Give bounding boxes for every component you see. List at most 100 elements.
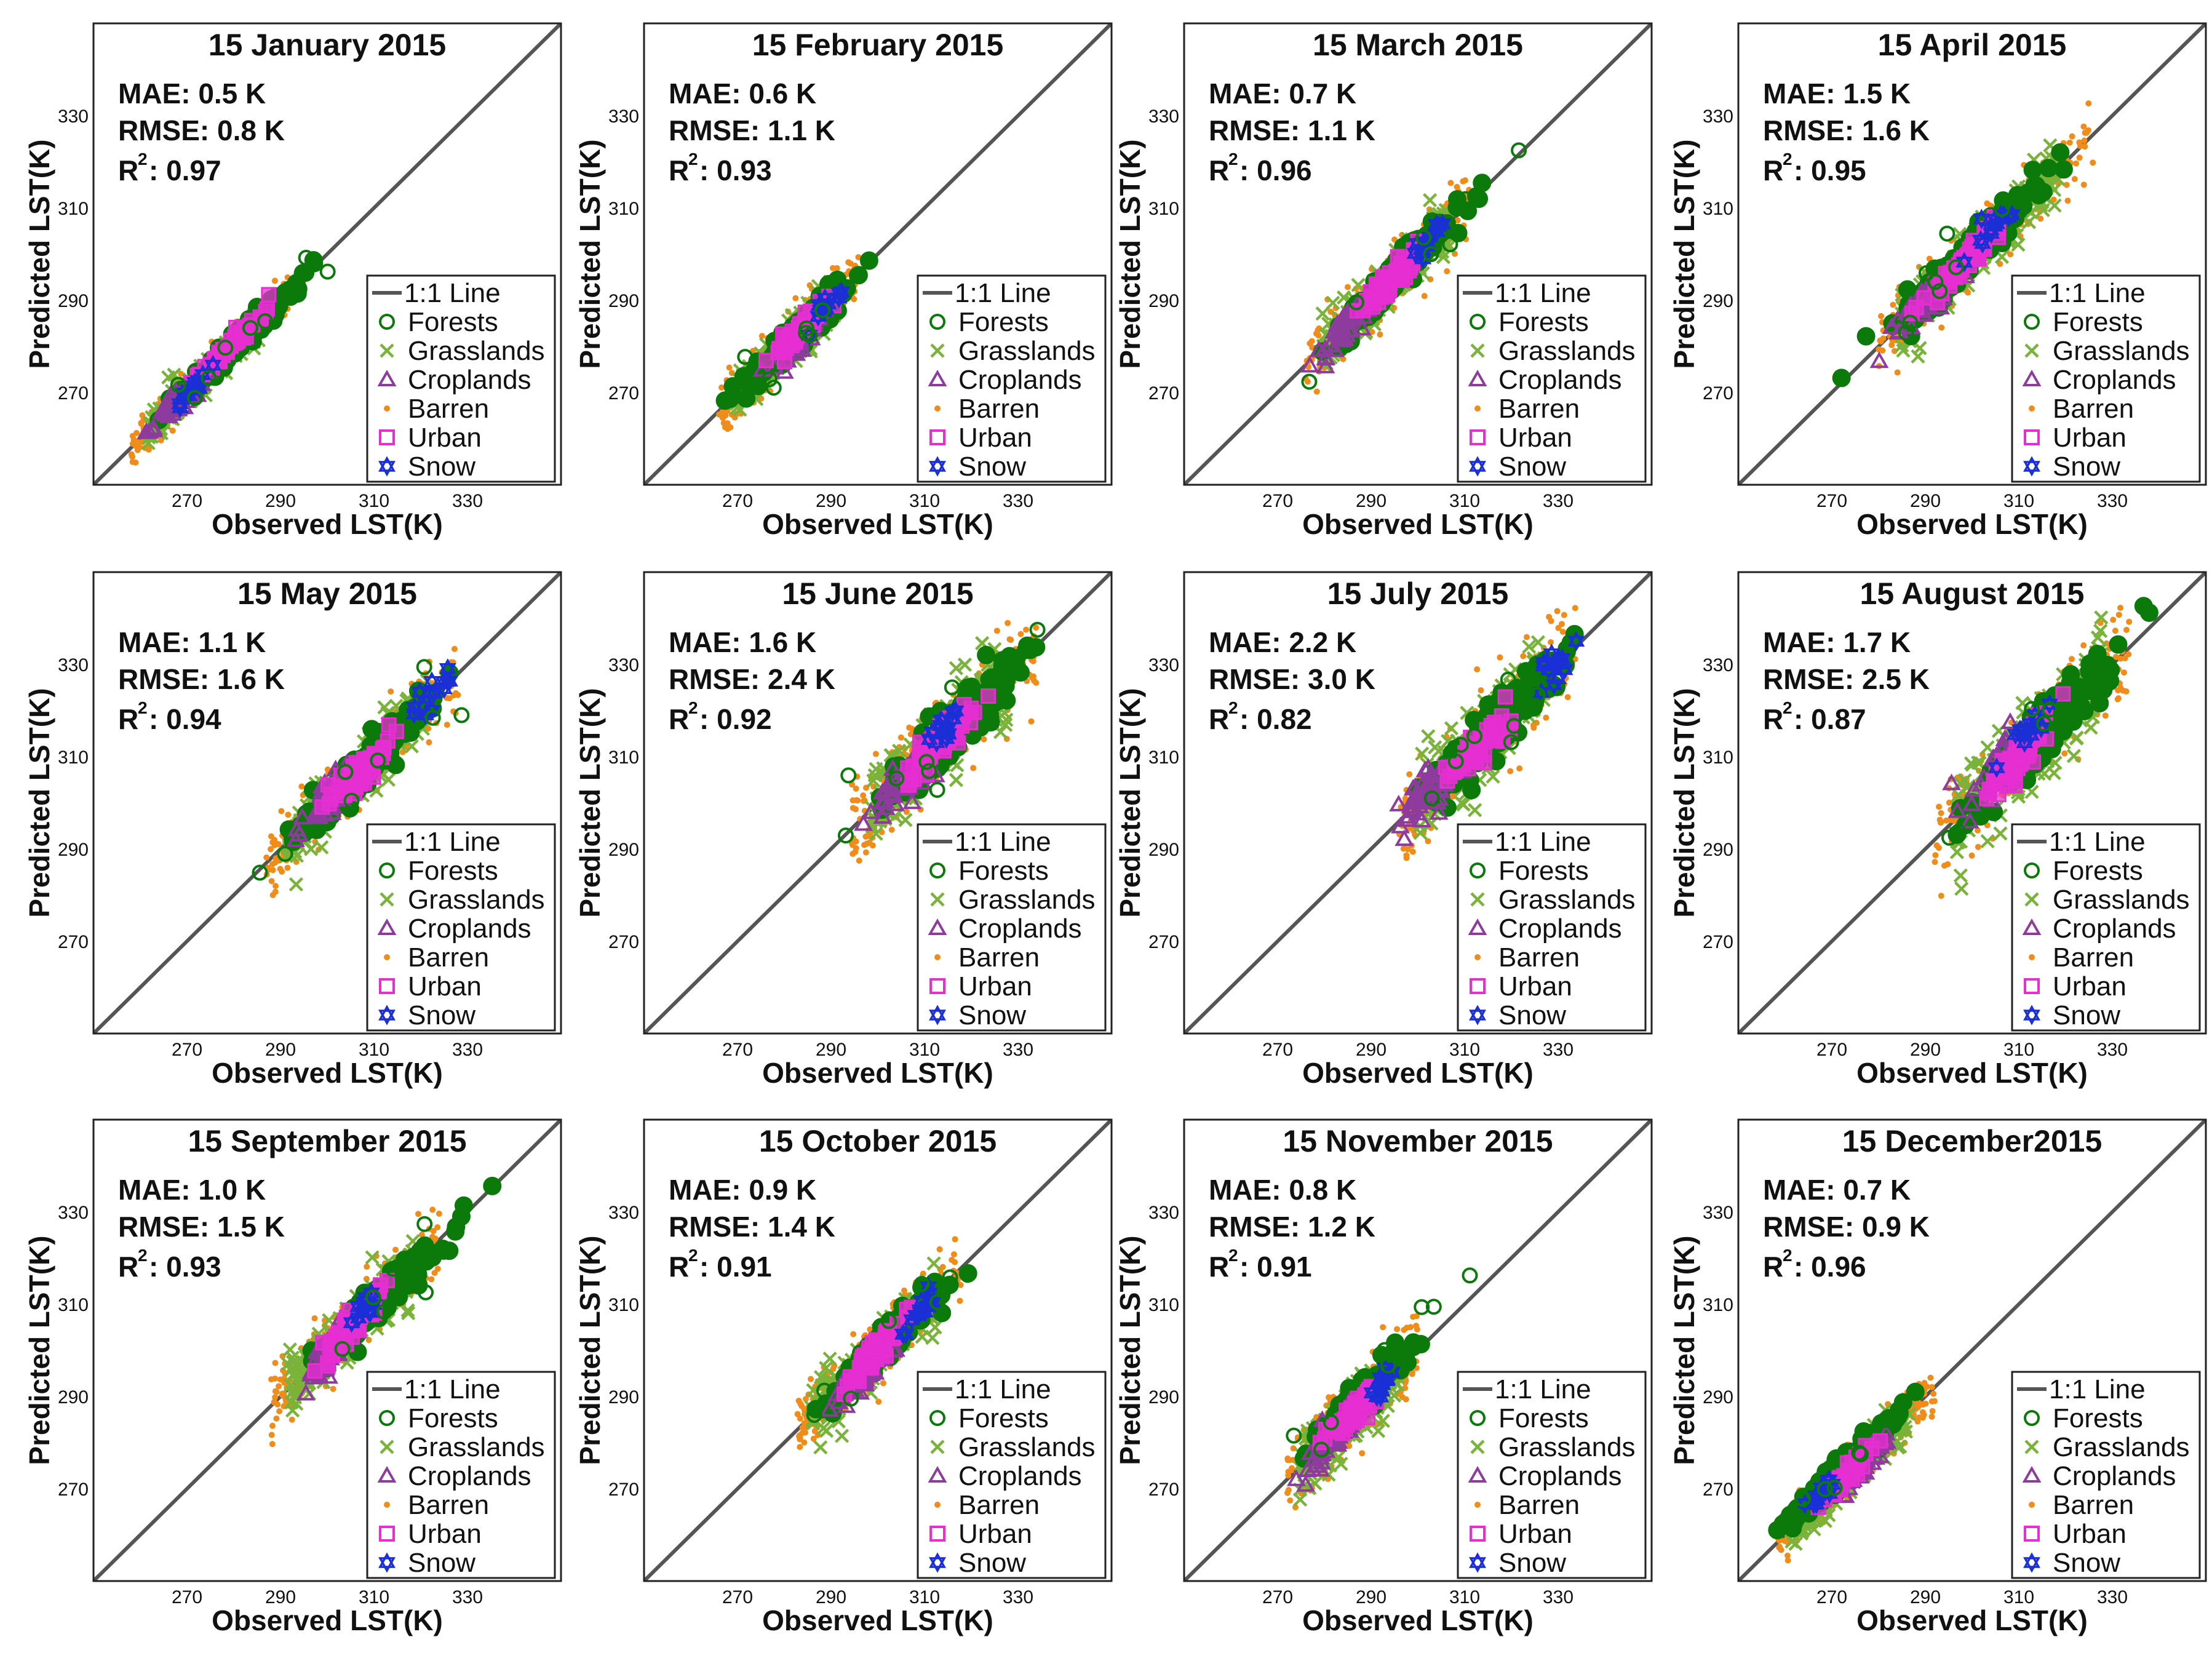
- barren-point: [455, 691, 461, 698]
- mae-text: MAE: 1.5 K: [1763, 78, 1911, 110]
- dot-marker-icon: [384, 954, 390, 960]
- legend-item-line: 1:1 Line: [372, 278, 501, 308]
- barren-point: [268, 878, 275, 885]
- legend-label: Grasslands: [408, 336, 545, 366]
- x-tick-label: 310: [359, 1040, 389, 1060]
- legend-item-grasslands: Grasslands: [380, 885, 545, 915]
- x-tick-label: 330: [452, 491, 483, 511]
- croplands-point: [286, 830, 305, 847]
- legend-item-forests: Forests: [929, 307, 1049, 337]
- legend-label: Grasslands: [958, 885, 1096, 915]
- legend-item-urban: Urban: [929, 423, 1032, 453]
- y-tick-label: 290: [608, 840, 639, 860]
- square-marker-icon: [929, 978, 945, 994]
- barren-point: [269, 861, 276, 867]
- plot-area: [93, 572, 561, 1034]
- snow-point: [1434, 213, 1452, 234]
- barren-point: [451, 645, 458, 652]
- grasslands-point: [1351, 277, 1366, 292]
- barren-point: [1006, 636, 1013, 643]
- legend-item-barren: Barren: [1474, 394, 1580, 424]
- legend-label: Croplands: [958, 914, 1082, 944]
- square-marker-icon: [379, 978, 395, 994]
- plot-area: [1184, 572, 1652, 1034]
- forests-point: [1423, 246, 1439, 263]
- forests-point: [848, 267, 865, 284]
- barren-point: [446, 695, 453, 702]
- y-tick-label: 270: [608, 932, 639, 952]
- forests-point: [337, 763, 354, 780]
- legend-item-urban: Urban: [379, 423, 482, 453]
- forests-point: [257, 313, 274, 330]
- square-marker-icon: [929, 429, 945, 445]
- legend-box: [917, 823, 1107, 1032]
- dot-marker-icon: [1474, 405, 1481, 412]
- legend-label: 1:1 Line: [404, 278, 501, 308]
- plot-frame: [1183, 22, 1653, 486]
- grasslands-point: [303, 842, 319, 856]
- y-tick-label: 330: [58, 655, 89, 675]
- urban-point: [905, 758, 921, 774]
- legend-label: 1:1 Line: [2049, 278, 2146, 308]
- croplands-point: [752, 360, 772, 377]
- barren-point: [129, 432, 136, 439]
- x-axis-ticks: 270 290 310 330: [1816, 491, 2128, 511]
- forests-point: [1511, 142, 1527, 159]
- barren-point: [1449, 793, 1456, 800]
- forests-point: [1947, 259, 1964, 276]
- forests-point: [737, 389, 756, 408]
- y-tick-label: 290: [1148, 291, 1179, 311]
- barren-point: [981, 736, 987, 743]
- barren-point: [2007, 251, 2014, 258]
- legend-label: Forests: [408, 856, 498, 886]
- y-tick-label: 290: [58, 291, 89, 311]
- legend: 1:1 LineForestsGrasslandsCroplandsBarren…: [366, 274, 556, 483]
- legend-item-line: 1:1 Line: [923, 827, 1051, 857]
- barren-point: [273, 883, 279, 890]
- barren-point: [1031, 677, 1038, 684]
- legend-item-grasslands: Grasslands: [380, 336, 545, 366]
- x-marker-icon: [380, 343, 394, 358]
- forests-point: [217, 340, 234, 356]
- rmse-text: RMSE: 1.6 K: [118, 663, 285, 695]
- barren-point: [1530, 722, 1537, 728]
- snow-point: [1973, 209, 1991, 229]
- grasslands-point: [2011, 237, 2026, 252]
- barren-point: [1546, 613, 1553, 620]
- forests-point: [319, 263, 336, 280]
- triangle-marker-icon: [377, 369, 397, 386]
- forests-point: [1939, 225, 1955, 242]
- barren-point: [718, 384, 725, 391]
- barren-point: [854, 797, 861, 804]
- snow-point: [411, 682, 429, 703]
- forests-point: [1442, 236, 1458, 253]
- snow-point: [1988, 213, 2006, 234]
- x-tick-label: 270: [172, 491, 202, 511]
- urban-point: [234, 324, 250, 340]
- legend-item-forests: Forests: [929, 856, 1049, 886]
- y-axis-label: Predicted LST(K): [574, 139, 606, 368]
- forests-point: [837, 827, 854, 844]
- croplands-point: [877, 780, 897, 797]
- barren-point: [862, 849, 869, 856]
- legend-item-snow: Snow: [378, 452, 475, 482]
- barren-point: [279, 868, 285, 875]
- plot-frame: [1737, 22, 2207, 486]
- urban-point: [758, 353, 774, 368]
- barren-point: [993, 627, 1000, 634]
- x-axis-ticks: 270 290 310 330: [722, 491, 1033, 511]
- x-tick-label: 290: [1356, 491, 1386, 511]
- croplands-point: [1339, 311, 1358, 329]
- r2-exponent: 2: [688, 698, 698, 717]
- x-axis-ticks: 270 290 310 330: [1262, 491, 1573, 511]
- legend-label: Barren: [958, 942, 1040, 973]
- legend-label: Urban: [408, 971, 482, 1002]
- barren-point: [724, 420, 731, 427]
- legend-item-barren: Barren: [934, 942, 1040, 973]
- legend-label: Snow: [408, 1000, 475, 1030]
- scatter-cloud: [715, 251, 878, 432]
- x-tick-label: 310: [1449, 491, 1480, 511]
